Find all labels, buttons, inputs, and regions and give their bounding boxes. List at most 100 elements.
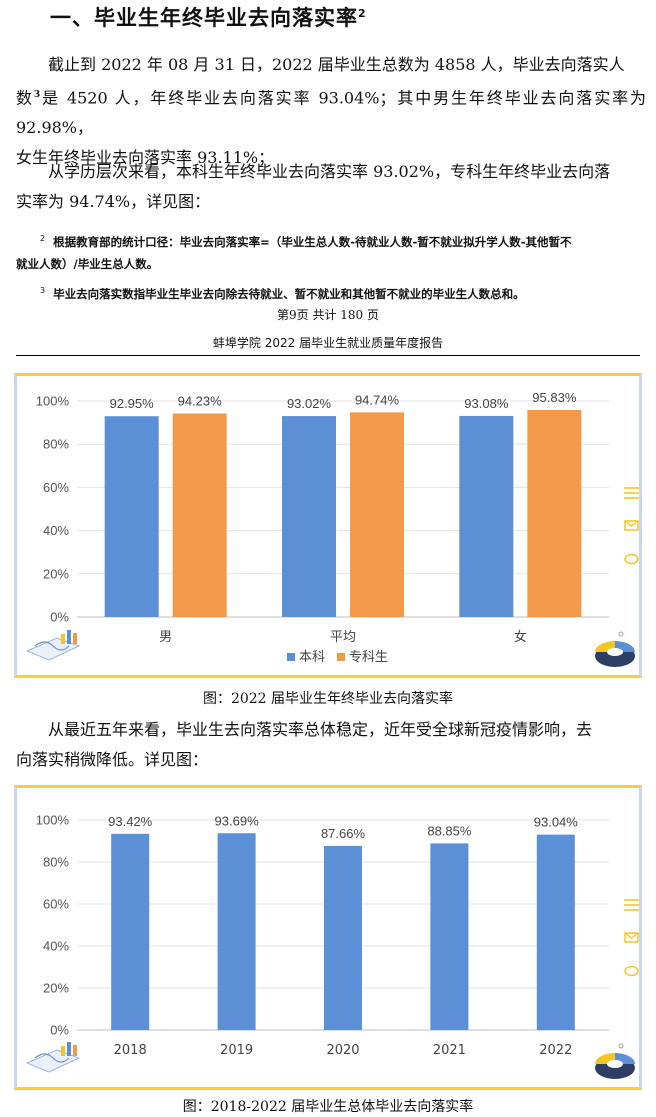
bar	[282, 416, 336, 617]
chat-icon	[624, 553, 639, 565]
mail-icon-flap	[624, 932, 639, 939]
chat-icon-bubble	[624, 965, 639, 977]
data-label: 87.66%	[321, 826, 366, 841]
x-tick-label: 2022	[539, 1043, 572, 1058]
paragraph-line: 向落实稍微降低。详见图：	[16, 750, 209, 769]
page-number: 第9页 共计 180 页	[277, 308, 379, 322]
paragraph-line: 实率为 94.74%，详见图：	[16, 192, 211, 211]
legend-label: 本科	[299, 650, 325, 665]
bar	[172, 413, 227, 617]
paragraph-line: 截止到 2022 年 08 月 31 日，2022 届毕业生总数为 4858 人…	[48, 55, 625, 74]
x-tick-label: 女	[514, 629, 527, 645]
data-label: 95.83%	[532, 390, 577, 405]
data-label: 93.42%	[108, 814, 153, 829]
illustration-bar	[67, 630, 71, 644]
data-label: 92.95%	[110, 396, 155, 411]
y-tick-label: 0%	[50, 1023, 69, 1038]
data-label: 93.04%	[534, 815, 579, 830]
chat-icon-bubble	[624, 553, 639, 565]
bar	[536, 834, 575, 1030]
x-tick-label: 平均	[330, 630, 356, 645]
donut-dot	[618, 631, 624, 637]
illustration-bar	[73, 633, 77, 644]
bar	[459, 415, 514, 617]
bar	[104, 416, 159, 617]
bar	[527, 410, 582, 617]
paragraph-line: 女生年终毕业去向落实率 93.11%；	[16, 148, 275, 168]
bar	[111, 833, 150, 1030]
data-label: 94.23%	[178, 393, 223, 408]
x-tick-label: 2020	[326, 1043, 359, 1058]
paragraph-five-year: 从最近五年来看，毕业生去向落实率总体稳定，近年受全球新冠疫情影响，去 向落实稍微…	[16, 715, 646, 775]
y-tick-label: 60%	[43, 480, 69, 495]
bar-chart-five-year: 0% 20% 40% 60% 80% 100% 93.42% 2018 93.69% 2019 87…	[25, 813, 639, 1079]
bar	[350, 412, 404, 617]
chart-frame-by-level: 0% 20% 40% 60% 80% 100% 92.95% 94.23% 男 93.02% 94.…	[14, 373, 642, 678]
illustration-paper	[25, 637, 81, 661]
bar	[217, 833, 256, 1030]
y-tick-label: 20%	[43, 981, 69, 996]
legend-label: 专科生	[349, 650, 388, 665]
paragraph-education-level: 从学历层次来看，本科生年终毕业去向落实率 93.02%，专科生年终毕业去向落 实…	[16, 157, 646, 217]
menu-icon	[624, 899, 639, 911]
donut-hole	[607, 1060, 623, 1068]
y-tick-label: 80%	[43, 437, 69, 452]
x-tick-label: 男	[159, 630, 172, 645]
header-divider	[16, 355, 640, 356]
paragraph-summary: 截止到 2022 年 08 月 31 日，2022 届毕业生总数为 4858 人…	[16, 50, 646, 173]
y-tick-label: 100%	[36, 813, 70, 828]
data-label: 93.69%	[215, 813, 260, 828]
y-tick-label: 40%	[43, 939, 69, 954]
footnote-ref: 2	[358, 7, 367, 20]
donut-chart-icon	[595, 1043, 635, 1079]
illustration-glasses	[34, 641, 70, 651]
x-tick-label: 2019	[220, 1043, 253, 1058]
legend-swatch	[287, 653, 295, 661]
document-illustration-icon	[25, 630, 81, 661]
bar-chart-by-level: 0% 20% 40% 60% 80% 100% 92.95% 94.23% 男 93.02% 94.…	[25, 390, 639, 667]
y-tick-label: 0%	[50, 610, 69, 625]
section-title: 一、毕业生年终毕业去向落实率2	[50, 6, 367, 30]
legend-swatch	[337, 653, 345, 661]
data-label: 93.02%	[287, 396, 332, 411]
y-tick-label: 40%	[43, 523, 69, 538]
y-tick-label: 80%	[43, 855, 69, 870]
figure-caption-2: 图：2018-2022 届毕业生总体毕业去向落实率	[182, 1099, 474, 1115]
footnote-ref: 3	[33, 90, 41, 100]
mail-icon	[624, 520, 639, 531]
figure-caption-1: 图：2022 届毕业生年终毕业去向落实率	[202, 691, 454, 707]
running-header: 蚌埠学院 2022 届毕业生就业质量年度报告	[212, 336, 444, 350]
footnote-2: 2 根据教育部的统计口径：毕业去向落实率=（毕业生总人数-待就业人数-暂不就业拟升…	[16, 234, 572, 271]
illustration-bar	[67, 1042, 71, 1056]
data-label: 88.85%	[427, 823, 472, 838]
x-tick-label: 2021	[433, 1043, 466, 1058]
donut-chart-icon	[595, 631, 635, 667]
illustration-paper	[25, 1049, 81, 1073]
donut-dot	[618, 1043, 624, 1049]
paragraph-line: 从最近五年来看，毕业生去向落实率总体稳定，近年受全球新冠疫情影响，去	[48, 720, 593, 739]
data-label: 93.08%	[464, 396, 509, 411]
y-tick-label: 20%	[43, 566, 69, 581]
menu-icon	[624, 487, 639, 499]
mail-icon-flap	[624, 520, 639, 527]
donut-hole	[607, 648, 623, 656]
paragraph-line: 数3是 4520 人，年终毕业去向落实率 93.04%；其中男生年终毕业去向落实…	[16, 88, 646, 138]
chat-icon	[624, 965, 639, 977]
x-tick-label: 2018	[114, 1043, 147, 1058]
document-illustration-icon	[25, 1042, 81, 1073]
chart-frame-five-year: 0% 20% 40% 60% 80% 100% 93.42% 2018 93.69% 2019 87…	[14, 785, 642, 1090]
illustration-glasses	[34, 1053, 70, 1063]
data-label: 94.74%	[355, 392, 400, 407]
bar	[324, 845, 362, 1030]
paragraph-line: 从学历层次来看，本科生年终毕业去向落实率 93.02%，专科生年终毕业去向落	[48, 162, 611, 181]
mail-icon-body	[624, 520, 639, 531]
illustration-bar	[73, 1045, 77, 1056]
mail-icon	[624, 932, 639, 943]
y-tick-label: 100%	[36, 394, 70, 409]
illustration-bar	[61, 634, 65, 644]
illustration-bar	[61, 1046, 65, 1056]
mail-icon-body	[624, 932, 639, 943]
y-tick-label: 60%	[43, 897, 69, 912]
footnote-3: 3 毕业去向落实数指毕业生毕业去向除去待就业、暂不就业和其他暂不就业的毕业生人数总…	[40, 286, 525, 301]
bar	[430, 843, 469, 1030]
